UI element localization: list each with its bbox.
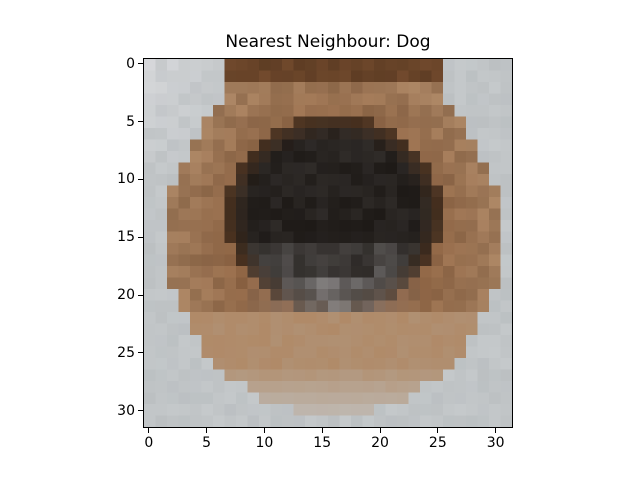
y-tick-mark — [138, 121, 143, 122]
x-tick-label: 0 — [144, 435, 153, 451]
x-tick-mark — [264, 428, 265, 433]
x-tick-label: 20 — [371, 435, 389, 451]
y-tick-mark — [138, 295, 143, 296]
y-tick-label: 30 — [117, 403, 135, 419]
y-tick-label: 20 — [117, 287, 135, 303]
y-tick-label: 10 — [117, 171, 135, 187]
y-tick-label: 25 — [117, 345, 135, 361]
y-tick-mark — [138, 63, 143, 64]
x-tick-mark — [495, 428, 496, 433]
y-tick-label: 15 — [117, 229, 135, 245]
x-tick-label: 15 — [313, 435, 331, 451]
y-tick-mark — [138, 179, 143, 180]
plot-title: Nearest Neighbour: Dog — [0, 30, 640, 54]
x-tick-label: 25 — [429, 435, 447, 451]
y-tick-mark — [138, 237, 143, 238]
y-tick-mark — [138, 352, 143, 353]
x-tick-label: 10 — [255, 435, 273, 451]
x-tick-mark — [206, 428, 207, 433]
x-tick-label: 5 — [202, 435, 211, 451]
x-tick-mark — [322, 428, 323, 433]
image-axes — [143, 58, 513, 428]
x-tick-mark — [380, 428, 381, 433]
pixelated-dog-image — [144, 59, 512, 427]
y-tick-label: 0 — [126, 56, 135, 72]
y-tick-label: 5 — [126, 114, 135, 130]
x-tick-label: 30 — [487, 435, 505, 451]
x-tick-mark — [148, 428, 149, 433]
y-tick-mark — [138, 410, 143, 411]
x-tick-mark — [437, 428, 438, 433]
